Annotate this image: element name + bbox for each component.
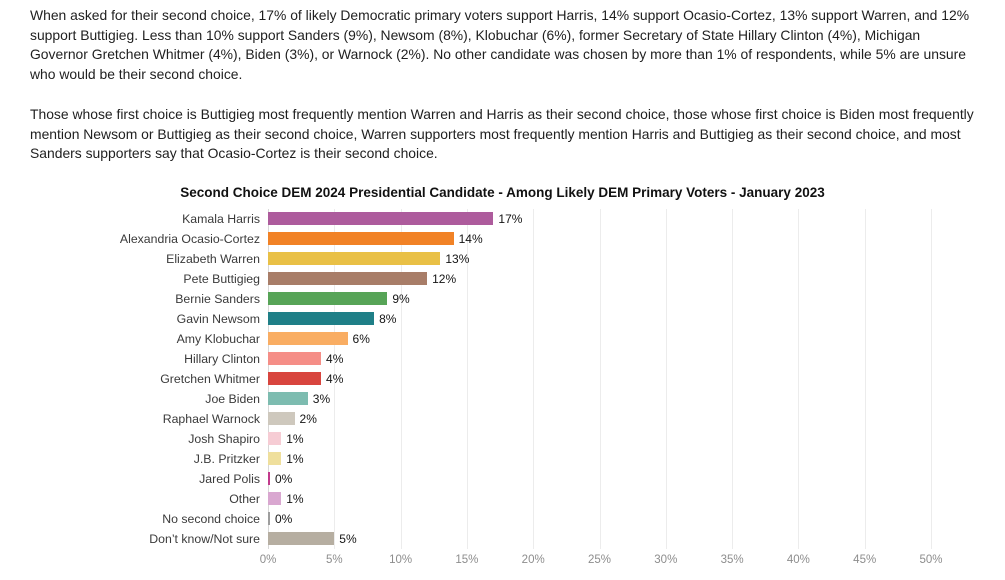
category-label: Other	[229, 491, 260, 506]
value-label: 2%	[299, 411, 317, 426]
gridline	[533, 208, 535, 549]
bar	[268, 272, 428, 285]
plot-area: 17% 14% 13% 12% 9% 8% 6% 4% 4% 3% 2% 1% 1% 0% 1% 0% 5%	[268, 208, 932, 549]
bar-row: 3%	[268, 389, 931, 409]
value-label: 13%	[445, 251, 470, 266]
category-label: Jared Polis	[199, 471, 260, 486]
value-label: 5%	[339, 531, 357, 546]
gridline	[400, 208, 402, 549]
value-label: 14%	[458, 231, 483, 246]
bar	[268, 392, 308, 405]
intro-paragraph-1: When asked for their second choice, 17% …	[30, 7, 970, 82]
value-label: 6%	[352, 331, 370, 346]
bar	[268, 352, 322, 365]
gridline	[665, 208, 667, 549]
category-labels-column: Kamala Harris Alexandria Ocasio-Cortez Eli…	[30, 209, 268, 549]
bar-row: 5%	[268, 529, 931, 549]
value-label: 1%	[286, 451, 304, 466]
category-label: Raphael Warnock	[162, 411, 260, 426]
bar	[268, 472, 270, 485]
bar-row: 1%	[268, 489, 931, 509]
bar-row: 14%	[268, 229, 931, 249]
bar-row: 6%	[268, 329, 931, 349]
category-label: J.B. Pritzker	[193, 451, 260, 466]
x-tick-label: 45%	[853, 553, 877, 566]
x-tick-label: 25%	[587, 553, 612, 566]
x-axis: 0% 5% 10% 15% 20% 25% 30% 35% 40% 45% 50%	[260, 553, 943, 572]
gridline	[931, 208, 932, 549]
category-label: Gavin Newsom	[176, 311, 260, 326]
bar	[268, 532, 335, 545]
bar	[268, 452, 282, 465]
category-label: Josh Shapiro	[188, 431, 260, 446]
category-label: No second choice	[162, 511, 260, 526]
value-label: 4%	[326, 371, 344, 386]
value-label: 3%	[312, 391, 331, 406]
value-label: 0%	[275, 471, 293, 486]
bar-row: 13%	[268, 249, 931, 269]
bar-row: 4%	[268, 369, 931, 389]
bar-row: 12%	[268, 269, 931, 289]
x-tick-label: 0%	[259, 553, 277, 566]
bar	[268, 212, 494, 225]
bar-rows: 17% 14% 13% 12% 9% 8% 6% 4% 4% 3% 2% 1% 1% 0% 1% 0% 5%	[268, 209, 931, 549]
second-choice-bar-chart: Second Choice DEM 2024 Presidential Cand…	[30, 185, 975, 572]
chart-area: Kamala Harris Alexandria Ocasio-Cortez Eli…	[30, 208, 975, 549]
value-label: 1%	[286, 431, 304, 446]
bar	[268, 432, 282, 445]
bar-row: 2%	[268, 409, 931, 429]
bar-row: 17%	[268, 209, 931, 229]
value-label: 9%	[392, 291, 410, 306]
bar-row: 1%	[268, 429, 931, 449]
category-label: Elizabeth Warren	[166, 251, 260, 266]
gridline	[798, 208, 800, 549]
intro-paragraph-2: Those whose first choice is Buttigieg mo…	[30, 106, 974, 161]
value-label: 8%	[379, 311, 397, 326]
category-label: Gretchen Whitmer	[160, 371, 260, 386]
gridline	[864, 208, 866, 549]
x-tick-label: 5%	[325, 553, 343, 566]
bar	[268, 412, 295, 425]
bar-row: 0%	[268, 469, 931, 489]
category-label: Alexandria Ocasio-Cortez	[119, 231, 260, 246]
gridline	[466, 208, 468, 549]
bar	[268, 332, 348, 345]
category-label: Kamala Harris	[182, 211, 260, 226]
x-tick-label: 50%	[919, 553, 943, 566]
value-label: 1%	[286, 491, 304, 506]
x-tick-label: 35%	[720, 553, 744, 566]
value-label: 4%	[326, 351, 344, 366]
bar	[268, 312, 375, 325]
category-label: Pete Buttigieg	[183, 271, 260, 286]
bar-row: 0%	[268, 509, 931, 529]
bar	[268, 372, 322, 385]
category-label: Don’t know/Not sure	[149, 531, 260, 546]
category-label: Hillary Clinton	[184, 351, 260, 366]
bar-row: 1%	[268, 449, 931, 469]
chart-title: Second Choice DEM 2024 Presidential Cand…	[180, 184, 825, 200]
x-tick-label: 10%	[389, 553, 413, 566]
bar	[268, 492, 282, 505]
category-label: Amy Klobuchar	[176, 331, 260, 346]
x-tick-label: 40%	[786, 553, 810, 566]
bar	[268, 232, 454, 245]
bar-row: 9%	[268, 289, 931, 309]
x-tick-label: 20%	[521, 553, 545, 566]
x-tick-label: 30%	[654, 553, 678, 566]
value-label: 12%	[432, 271, 457, 286]
category-label: Bernie Sanders	[175, 291, 260, 306]
bar-row: 4%	[268, 349, 931, 369]
bar	[268, 292, 388, 305]
value-label: 17%	[498, 211, 523, 226]
gridline	[599, 208, 601, 549]
category-label: Joe Biden	[205, 391, 260, 406]
bar	[268, 512, 270, 525]
x-tick-label: 15%	[455, 553, 479, 566]
bar	[268, 252, 441, 265]
gridline	[732, 208, 734, 549]
value-label: 0%	[275, 511, 293, 526]
gridline	[334, 208, 336, 549]
bar-row: 8%	[268, 309, 931, 329]
